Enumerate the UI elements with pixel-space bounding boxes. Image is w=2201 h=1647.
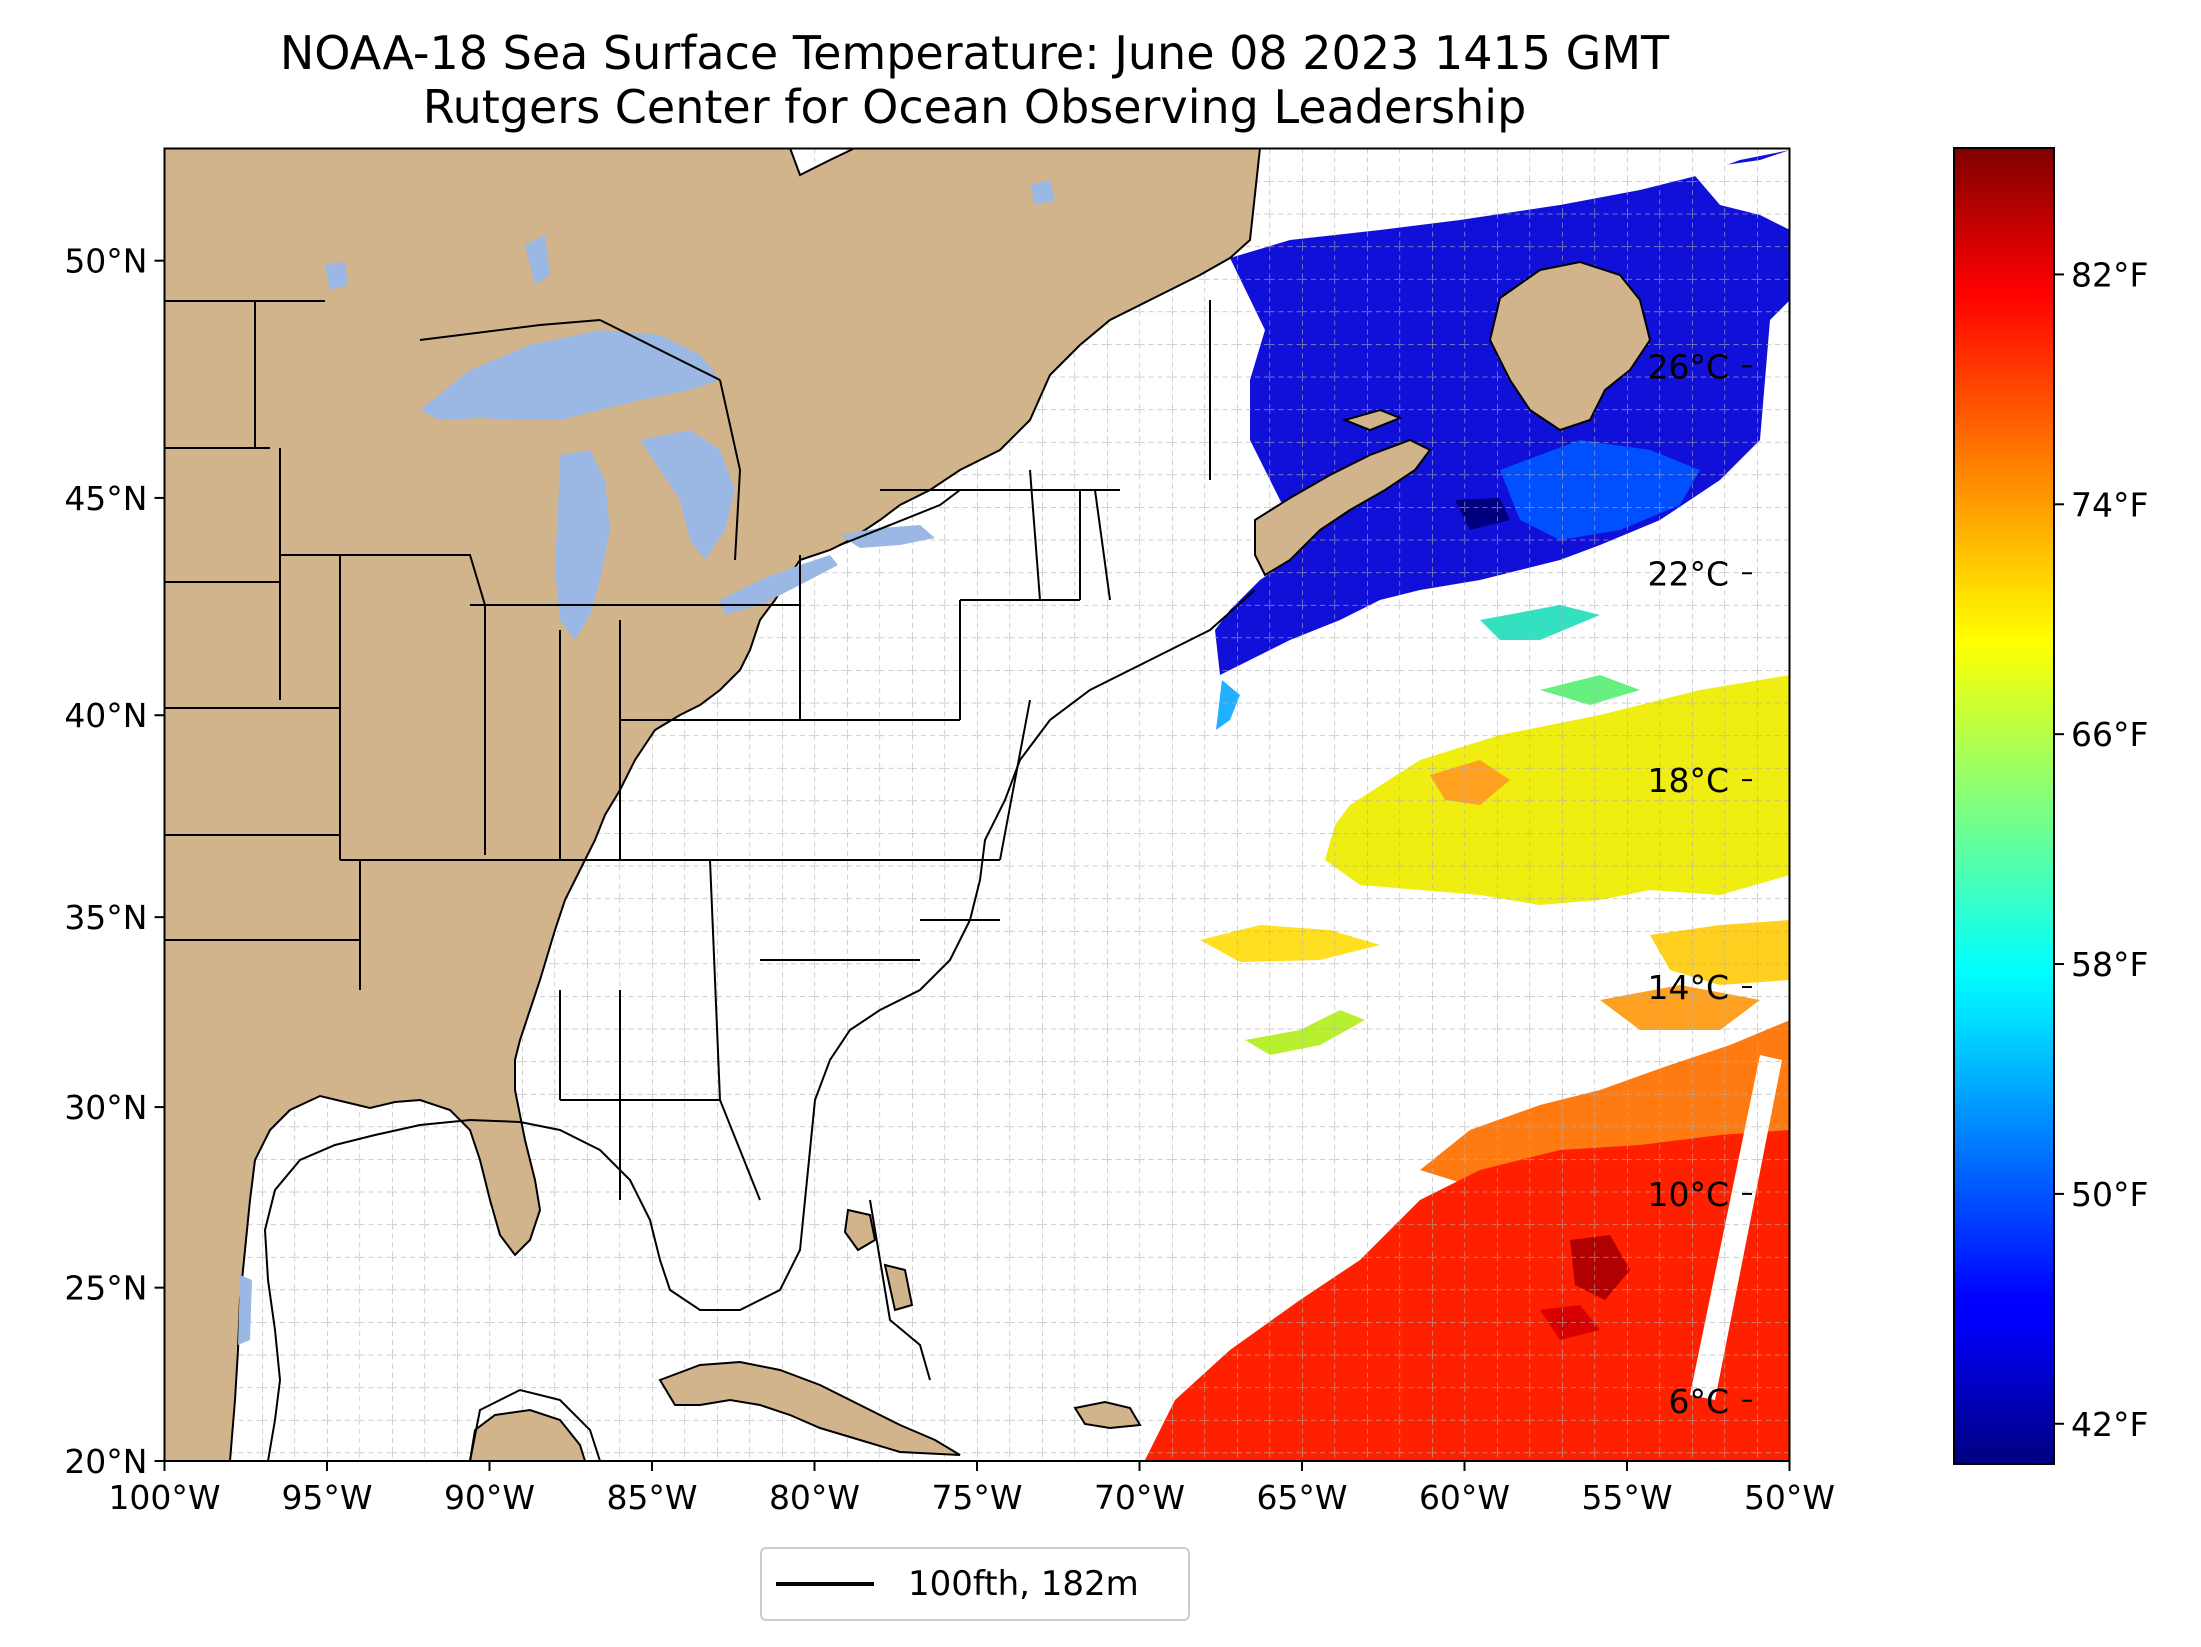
fahrenheit-tick-label: 74°F [2071,485,2148,524]
fahrenheit-tick-label: 50°F [2071,1175,2148,1214]
pei-land [1341,408,1403,432]
celsius-tick-label: 26°C [1647,347,1729,386]
bahamas-island [843,1208,877,1252]
newfoundland-land [1488,260,1652,432]
longitude-tick-label: 85°W [606,1478,697,1517]
longitude-tick-label: 80°W [769,1478,860,1517]
isobath-100fth [263,589,1256,1462]
nova-scotia-land [1254,438,1432,577]
latitude-tick-label: 25°N [64,1269,147,1308]
yucatan-land [468,1408,587,1461]
fahrenheit-tick-label: 82°F [2071,255,2148,294]
celsius-tick-label: 22°C [1647,554,1729,593]
latitude-tick-label: 50°N [64,242,147,281]
latitude-tick-label: 35°N [64,898,147,937]
lake-small [525,235,550,285]
isobath-legend: 100fth, 182m [760,1547,1190,1621]
cuba-land [658,1360,961,1456]
celsius-tick-label: 14°C [1647,968,1729,1007]
fahrenheit-tick-label: 66°F [2071,715,2148,754]
legend-line-swatch [776,1582,874,1586]
lake-small [1030,180,1055,205]
colorbar [1954,148,2054,1464]
longitude-tick-label: 100°W [108,1478,220,1517]
fahrenheit-tick-label: 42°F [2071,1405,2148,1444]
celsius-tick-label: 18°C [1647,761,1729,800]
latitude-tick-label: 20°N [64,1442,147,1481]
lake-huron [640,430,735,560]
lake-michigan [555,450,610,640]
hispaniola-land [1073,1400,1142,1430]
longitude-tick-label: 65°W [1256,1478,1347,1517]
latitude-tick-label: 30°N [64,1088,147,1127]
celsius-tick-label: 10°C [1647,1175,1729,1214]
fahrenheit-tick-label: 58°F [2071,945,2148,984]
map-title: NOAA-18 Sea Surface Temperature: June 08… [279,26,1670,80]
lake-erie [720,555,838,615]
great-lakes [238,180,1055,1345]
longitude-tick-label: 70°W [1094,1478,1185,1517]
longitude-tick-labels: 100°W 95°W 90°W 85°W 80°W 75°W 70°W 65°W 60°W 55°… [108,1461,1835,1517]
bahamas-island [883,1263,914,1312]
legend-label: 100fth, 182m [908,1564,1139,1604]
longitude-tick-label: 90°W [444,1478,535,1517]
state-borders [164,300,1211,1201]
north-america-land [164,148,1261,1461]
longitude-tick-label: 60°W [1419,1478,1510,1517]
colorbar-frame [1953,147,2055,1465]
longitude-tick-label: 75°W [931,1478,1022,1517]
latitude-tick-labels: 20°N 25°N 30°N 35°N 40°N 45°N 50°N [64,242,165,1481]
colorbar-celsius-ticks: 6°C 10°C 14°C 18°C 22°C 26°C [1647,347,1752,1421]
lake-ontario [840,525,935,548]
lake-superior [420,330,720,420]
celsius-tick-label: 6°C [1668,1382,1729,1421]
colorbar-fahrenheit-ticks: 42°F 50°F 58°F 66°F 74°F 82°F [2054,255,2148,1444]
longitude-tick-label: 50°W [1744,1478,1835,1517]
longitude-tick-label: 95°W [281,1478,372,1517]
longitude-tick-label: 55°W [1581,1478,1672,1517]
latitude-tick-label: 45°N [64,479,147,518]
lake-small [325,262,348,290]
map-subtitle: Rutgers Center for Ocean Observing Leade… [422,80,1527,134]
lake-small [238,1275,252,1345]
latitude-tick-label: 40°N [64,696,147,735]
